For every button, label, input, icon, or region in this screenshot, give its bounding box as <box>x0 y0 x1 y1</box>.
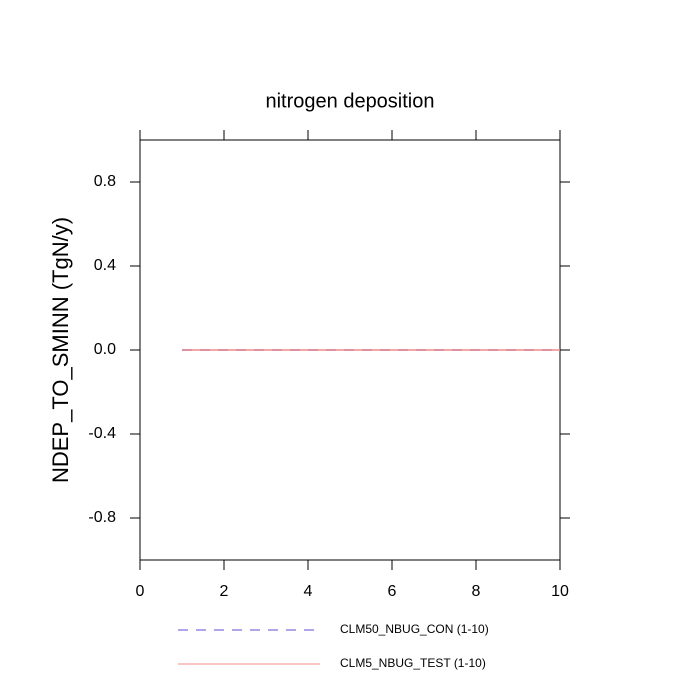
y-tick-label: -0.8 <box>88 509 116 526</box>
y-tick-label: 0.4 <box>94 257 116 274</box>
legend-label: CLM50_NBUG_CON (1-10) <box>340 622 489 636</box>
y-tick-label: -0.4 <box>88 425 116 442</box>
x-tick-label: 8 <box>472 583 481 600</box>
x-tick-label: 6 <box>388 583 397 600</box>
y-tick-label: 0.0 <box>94 341 116 358</box>
y-tick-label: 0.8 <box>94 173 116 190</box>
x-tick-label: 4 <box>304 583 313 600</box>
y-axis-label: NDEP_TO_SMINN (TgN/y) <box>48 217 73 483</box>
chart-title: nitrogen deposition <box>265 90 434 112</box>
legend-label: CLM5_NBUG_TEST (1-10) <box>340 656 486 670</box>
x-tick-label: 2 <box>220 583 229 600</box>
x-tick-label: 10 <box>551 583 569 600</box>
x-tick-label: 0 <box>136 583 145 600</box>
